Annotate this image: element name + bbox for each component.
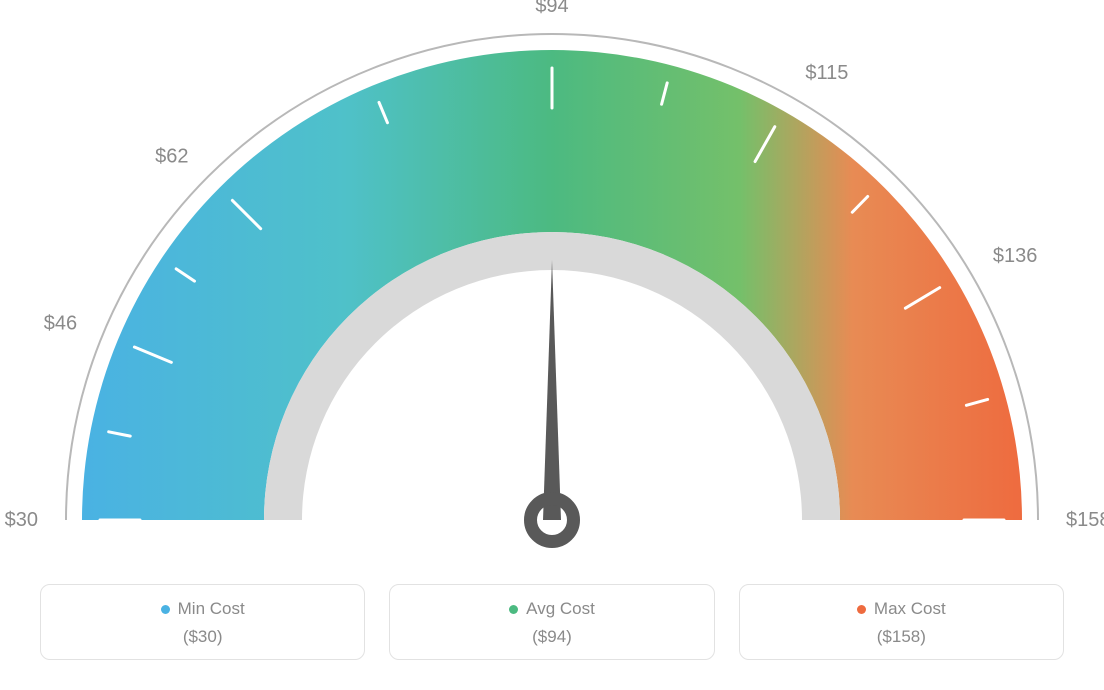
gauge-svg: $30 $46 $62 $94 $115 $136 $158 <box>0 0 1104 560</box>
gauge-needle <box>543 260 561 520</box>
dot-min <box>161 605 170 614</box>
gauge-tick-label: $30 <box>5 509 38 531</box>
legend-label-avg: Avg Cost <box>526 599 595 619</box>
legend-title-avg: Avg Cost <box>509 599 595 619</box>
legend-value-min: ($30) <box>51 627 354 647</box>
legend-value-max: ($158) <box>750 627 1053 647</box>
legend-card-max: Max Cost ($158) <box>739 584 1064 660</box>
legend-label-max: Max Cost <box>874 599 946 619</box>
gauge-tick-label: $158 <box>1066 509 1104 531</box>
legend-title-min: Min Cost <box>161 599 245 619</box>
gauge-area: $30 $46 $62 $94 $115 $136 $158 <box>0 0 1104 560</box>
legend-card-avg: Avg Cost ($94) <box>389 584 714 660</box>
legend-label-min: Min Cost <box>178 599 245 619</box>
legend-title-max: Max Cost <box>857 599 946 619</box>
legend-card-min: Min Cost ($30) <box>40 584 365 660</box>
gauge-tick-label: $115 <box>805 62 848 84</box>
dot-avg <box>509 605 518 614</box>
legend-value-avg: ($94) <box>400 627 703 647</box>
legend-row: Min Cost ($30) Avg Cost ($94) Max Cost (… <box>40 584 1064 660</box>
dot-max <box>857 605 866 614</box>
gauge-tick-label: $62 <box>155 146 188 168</box>
gauge-tick-label: $46 <box>44 312 77 334</box>
gauge-tick-label: $94 <box>535 0 568 17</box>
cost-gauge-chart: $30 $46 $62 $94 $115 $136 $158 Min Cost ($30) … <box>0 0 1104 690</box>
gauge-tick-label: $136 <box>993 245 1038 267</box>
